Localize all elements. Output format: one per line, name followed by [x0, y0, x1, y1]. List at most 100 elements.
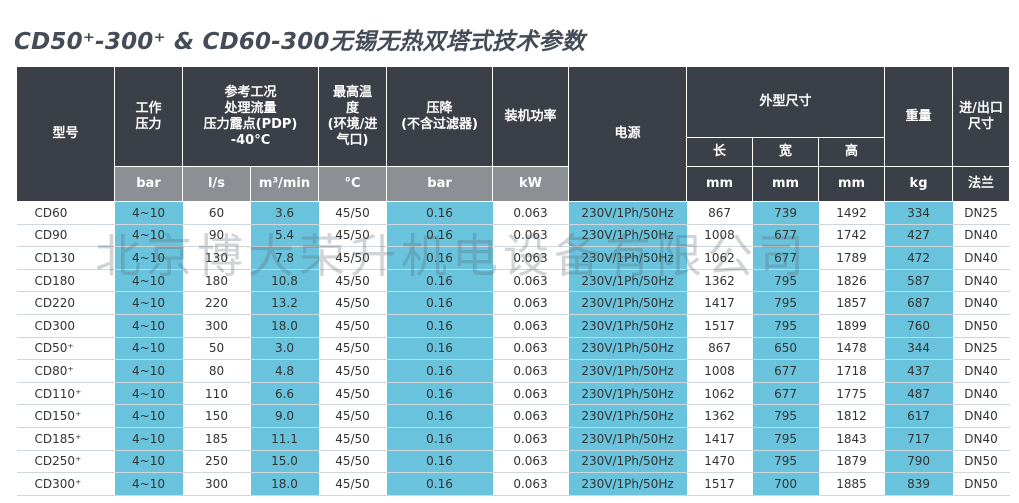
cell-model: CD185⁺	[16, 426, 115, 451]
cell-max-temp: 45/50	[318, 291, 387, 315]
header-length: 长	[686, 137, 754, 167]
header-height: 高	[818, 137, 886, 167]
cell-length: 867	[686, 201, 753, 225]
header-power: 装机功率	[492, 66, 570, 167]
cell-pressure-drop: 0.16	[386, 201, 493, 225]
cell-max-temp: 45/50	[318, 404, 387, 428]
cell-height: 1899	[818, 313, 885, 338]
cell-weight: 334	[884, 201, 953, 225]
cell-length: 1517	[686, 472, 753, 496]
cell-pressure-drop: 0.16	[386, 268, 493, 293]
cell-port: DN40	[952, 291, 1010, 315]
cell-model: CD110⁺	[16, 381, 115, 406]
unit-height: mm	[818, 166, 886, 202]
cell-power: 0.063	[492, 313, 569, 338]
unit-flow-m3: m³/min	[249, 166, 320, 202]
cell-width: 795	[752, 268, 819, 293]
cell-supply: 230V/1Ph/50Hz	[568, 313, 687, 338]
cell-max-temp: 45/50	[318, 426, 387, 451]
cell-pressure: 4~10	[114, 313, 183, 338]
table-row: CD185⁺ 4~10 185 11.1 45/50 0.16 0.063 230V/1Ph/…	[16, 426, 1010, 451]
page-title: CD50⁺-300⁺ & CD60-300无锡无热双塔式技术参数	[14, 29, 585, 55]
cell-width: 677	[752, 359, 819, 383]
header-flow: 参考工况 处理流量 压力露点(PDP) -40°C	[181, 66, 320, 167]
cell-max-temp: 45/50	[318, 268, 387, 293]
cell-max-temp: 45/50	[318, 472, 387, 496]
cell-model: CD80⁺	[16, 359, 115, 383]
cell-port: DN40	[952, 381, 1010, 406]
cell-length: 1008	[686, 223, 753, 248]
cell-supply: 230V/1Ph/50Hz	[568, 246, 687, 270]
cell-pressure: 4~10	[114, 426, 183, 451]
cell-height: 1879	[818, 449, 885, 474]
cell-model: CD130	[16, 246, 115, 270]
cell-length: 1062	[686, 246, 753, 270]
cell-flow-ls: 90	[182, 223, 251, 248]
cell-port: DN25	[952, 336, 1010, 361]
cell-width: 677	[752, 223, 819, 248]
cell-height: 1478	[818, 336, 885, 361]
cell-pressure: 4~10	[114, 201, 183, 225]
header-pressure-drop: 压降 (不含过滤器)	[386, 66, 494, 167]
cell-weight: 437	[884, 359, 953, 383]
cell-model: CD50⁺	[16, 336, 115, 361]
cell-pressure: 4~10	[114, 381, 183, 406]
cell-supply: 230V/1Ph/50Hz	[568, 381, 687, 406]
cell-pressure-drop: 0.16	[386, 223, 493, 248]
unit-power: kW	[492, 166, 570, 202]
cell-flow-ls: 110	[182, 381, 251, 406]
cell-weight: 427	[884, 223, 953, 248]
cell-pressure: 4~10	[114, 246, 183, 270]
cell-flow-m3: 13.2	[250, 291, 319, 315]
cell-power: 0.063	[492, 472, 569, 496]
cell-weight: 839	[884, 472, 953, 496]
cell-pressure: 4~10	[114, 359, 183, 383]
unit-pressure-drop: bar	[386, 166, 494, 202]
cell-flow-m3: 3.0	[250, 336, 319, 361]
cell-weight: 760	[884, 313, 953, 338]
cell-model: CD220	[16, 291, 115, 315]
cell-weight: 687	[884, 291, 953, 315]
spec-table-body: CD60 4~10 60 3.6 45/50 0.16 0.063 230V/1Ph/50Hz…	[16, 201, 1010, 496]
table-row: CD300⁺ 4~10 300 18.0 45/50 0.16 0.063 230V/1Ph/…	[16, 472, 1010, 496]
spec-table: 型号 工作 压力 参考工况 处理流量 压力露点(PDP) -40°C 最高温 度…	[16, 66, 1011, 496]
cell-supply: 230V/1Ph/50Hz	[568, 291, 687, 315]
header-pressure: 工作 压力	[114, 66, 183, 167]
table-row: CD150⁺ 4~10 150 9.0 45/50 0.16 0.063 230V/1Ph/5…	[16, 404, 1010, 428]
cell-length: 1362	[686, 404, 753, 428]
cell-power: 0.063	[492, 223, 569, 248]
cell-pressure: 4~10	[114, 404, 183, 428]
cell-flow-ls: 150	[182, 404, 251, 428]
unit-port: 法兰	[952, 166, 1011, 202]
cell-pressure: 4~10	[114, 449, 183, 474]
cell-power: 0.063	[492, 426, 569, 451]
cell-model: CD300	[16, 313, 115, 338]
cell-width: 677	[752, 381, 819, 406]
cell-pressure-drop: 0.16	[386, 404, 493, 428]
cell-supply: 230V/1Ph/50Hz	[568, 223, 687, 248]
table-row: CD90 4~10 90 5.4 45/50 0.16 0.063 230V/1Ph/50Hz…	[16, 223, 1010, 248]
table-row: CD250⁺ 4~10 250 15.0 45/50 0.16 0.063 230V/1Ph/…	[16, 449, 1010, 474]
cell-pressure: 4~10	[114, 223, 183, 248]
cell-pressure-drop: 0.16	[386, 426, 493, 451]
cell-power: 0.063	[492, 381, 569, 406]
cell-length: 1062	[686, 381, 753, 406]
cell-port: DN40	[952, 246, 1010, 270]
cell-model: CD150⁺	[16, 404, 115, 428]
header-supply: 电源	[568, 66, 688, 202]
cell-width: 677	[752, 246, 819, 270]
cell-width: 795	[752, 404, 819, 428]
cell-supply: 230V/1Ph/50Hz	[568, 336, 687, 361]
cell-length: 1008	[686, 359, 753, 383]
unit-weight: kg	[884, 166, 954, 202]
cell-supply: 230V/1Ph/50Hz	[568, 449, 687, 474]
cell-flow-m3: 4.8	[250, 359, 319, 383]
table-row: CD110⁺ 4~10 110 6.6 45/50 0.16 0.063 230V/1Ph/5…	[16, 381, 1010, 406]
table-row: CD180 4~10 180 10.8 45/50 0.16 0.063 230V/1Ph/5…	[16, 268, 1010, 293]
header-port: 进/出口 尺寸	[952, 66, 1011, 167]
cell-port: DN50	[952, 449, 1010, 474]
cell-flow-ls: 250	[182, 449, 251, 474]
cell-flow-ls: 50	[182, 336, 251, 361]
cell-weight: 472	[884, 246, 953, 270]
cell-flow-m3: 15.0	[250, 449, 319, 474]
